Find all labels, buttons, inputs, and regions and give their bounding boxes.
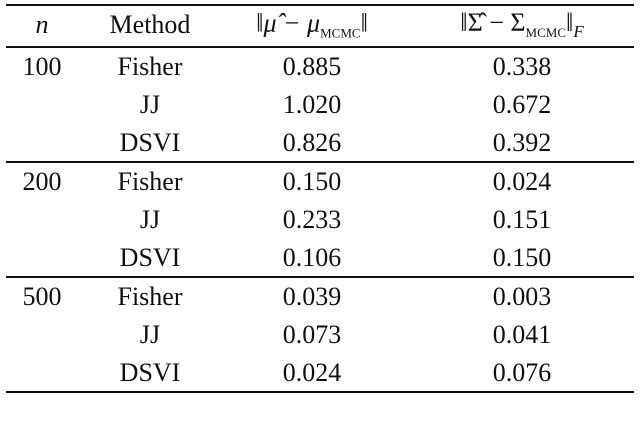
header-text: F [573, 22, 584, 41]
value-cell: 0.338 [492, 52, 552, 81]
method-cell: DSVI [119, 243, 181, 272]
value-cell: 0.826 [282, 128, 342, 157]
method-cell: DSVI [119, 128, 181, 157]
value-cell: 0.392 [492, 128, 552, 157]
header-text: ‖Σ̂ − Σ [460, 8, 526, 37]
header-text: MCMC [320, 25, 361, 41]
value-cell: 0.039 [282, 282, 342, 311]
value-cell: 0.003 [492, 282, 552, 311]
table-rule [6, 161, 634, 163]
value-cell: 1.020 [282, 90, 342, 119]
value-cell: 0.150 [282, 167, 342, 196]
value-cell: 0.024 [492, 167, 552, 196]
value-cell: 0.150 [492, 243, 552, 272]
value-cell: 0.076 [492, 358, 552, 387]
n-cell: 200 [22, 167, 62, 196]
method-cell: Fisher [117, 282, 183, 311]
value-cell: 0.672 [492, 90, 552, 119]
header-cell: n [36, 12, 49, 38]
value-cell: 0.151 [492, 205, 552, 234]
header-cell: Method [110, 12, 191, 38]
value-cell: 0.073 [282, 320, 342, 349]
value-cell: 0.106 [282, 243, 342, 272]
method-cell: JJ [139, 320, 161, 349]
method-cell: Fisher [117, 167, 183, 196]
method-cell: DSVI [119, 358, 181, 387]
value-cell: 0.885 [282, 52, 342, 81]
header-text: μ̂ − μ [263, 8, 321, 38]
header-text: MCMC [525, 25, 566, 40]
value-cell: 0.024 [282, 358, 342, 387]
n-cell: 500 [22, 282, 62, 311]
table-rule [6, 276, 634, 278]
header-text: ‖ [566, 8, 574, 37]
method-cell: JJ [139, 90, 161, 119]
header-text: Method [109, 10, 191, 39]
method-cell: JJ [139, 205, 161, 234]
header-text: ‖ [360, 8, 368, 38]
value-cell: 0.233 [282, 205, 342, 234]
table-rule [6, 391, 634, 393]
n-cell: 100 [22, 52, 62, 81]
method-cell: Fisher [117, 52, 183, 81]
header-cell: ‖μ̂ − μMCMC‖ [256, 8, 368, 41]
value-cell: 0.041 [492, 320, 552, 349]
header-cell: ‖Σ̂ − ΣMCMC‖F [460, 8, 584, 41]
table-rule [6, 46, 634, 48]
header-text: ‖ [256, 8, 264, 38]
header-text: n [35, 10, 49, 39]
table-rule [6, 4, 634, 6]
